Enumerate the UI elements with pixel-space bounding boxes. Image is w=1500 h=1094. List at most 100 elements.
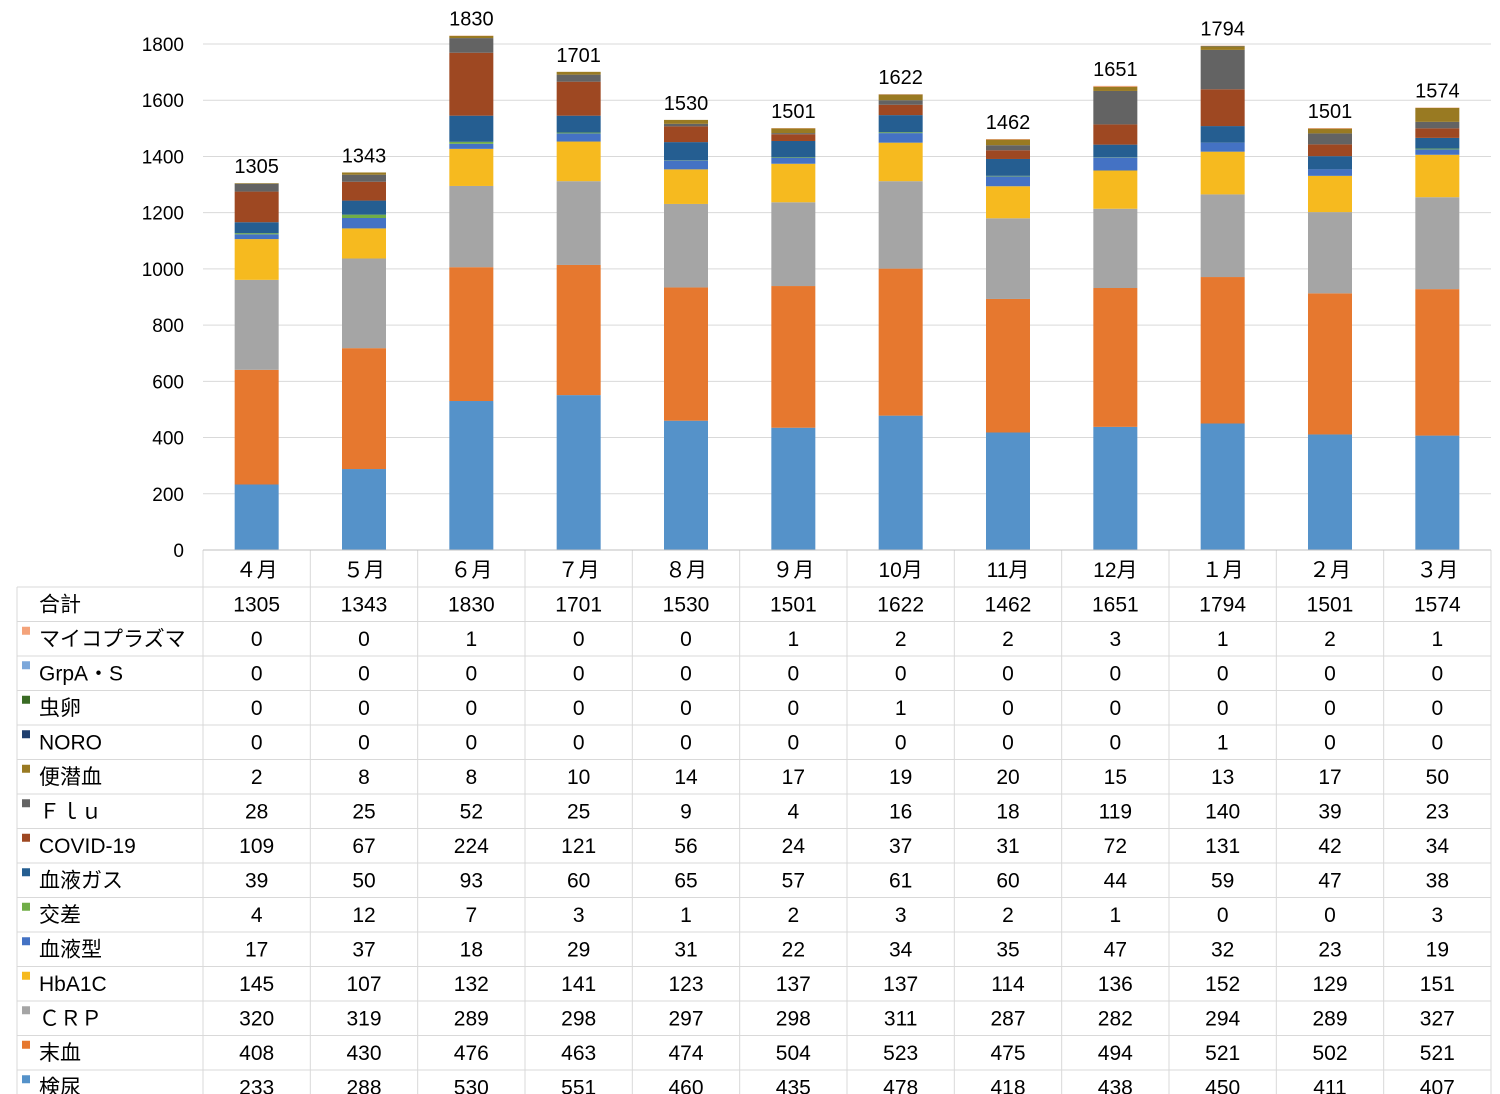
table-cell: 224	[454, 835, 489, 858]
bar-segment	[771, 163, 816, 203]
table-cell: 50	[352, 869, 375, 892]
bar-segment	[449, 35, 494, 39]
bar-segment	[986, 218, 1030, 299]
bar-segment	[234, 222, 279, 234]
table-row-label: 検尿	[39, 1076, 81, 1094]
table-cell: 121	[561, 835, 596, 858]
table-cell: 14	[674, 766, 698, 789]
bar-segment	[1093, 85, 1138, 87]
table-cell: 0	[787, 697, 799, 720]
legend-key	[22, 937, 30, 946]
table-row-label: 合計	[39, 593, 81, 616]
bar-segment	[556, 264, 601, 396]
x-category-label: ８月	[665, 559, 707, 582]
bar-segment	[342, 228, 386, 259]
bar-segment	[449, 115, 494, 142]
bar-segment	[449, 52, 494, 116]
table-cell: 0	[573, 662, 585, 685]
table-cell: 31	[674, 938, 697, 961]
table-cell: 504	[776, 1042, 811, 1065]
bar-segment	[771, 202, 816, 287]
x-category-label: 10月	[878, 559, 922, 582]
table-cell: 0	[358, 697, 370, 720]
bar-segment	[1308, 175, 1352, 213]
bar-segment	[449, 38, 494, 53]
table-cell: 478	[883, 1076, 918, 1094]
bar-segment	[986, 145, 1030, 151]
bar-segment	[234, 234, 279, 240]
bar-segment	[1200, 151, 1245, 195]
bar-segment	[342, 258, 386, 349]
bar-segment	[556, 74, 601, 82]
table-cell: 9	[680, 800, 692, 823]
bar-segment	[342, 200, 386, 215]
bar-segment	[1200, 89, 1245, 127]
table-cell: 1574	[1414, 593, 1461, 616]
bar-segment	[234, 239, 279, 280]
bar-segment	[234, 369, 279, 485]
table-cell: 24	[782, 835, 806, 858]
table-cell: 35	[996, 938, 1019, 961]
table-cell: 523	[883, 1042, 918, 1065]
bar-segment	[1200, 423, 1245, 550]
table-row-label: HbA1C	[39, 973, 107, 996]
bar-segment	[878, 415, 923, 550]
bar-segment	[556, 81, 601, 116]
table-cell: 60	[567, 869, 590, 892]
bar-segment	[878, 142, 923, 182]
x-category-label: ６月	[450, 559, 492, 582]
table-cell: 411	[1313, 1076, 1346, 1094]
bar-segment	[771, 286, 816, 428]
table-cell: 0	[573, 697, 585, 720]
legend-key	[22, 695, 30, 704]
bar-segment	[878, 181, 923, 269]
table-cell: 0	[680, 697, 692, 720]
table-cell: 1	[1109, 904, 1121, 927]
table-cell: 521	[1205, 1042, 1240, 1065]
table-cell: 1	[1217, 731, 1229, 754]
bar-segment	[234, 484, 279, 550]
table-cell: 0	[573, 628, 585, 651]
y-tick-label: 1000	[142, 260, 184, 281]
table-cell: 59	[1211, 869, 1234, 892]
table-cell: 1530	[663, 593, 710, 616]
table-cell: 4	[251, 904, 263, 927]
table-cell: 475	[990, 1042, 1025, 1065]
bar-segment	[771, 134, 816, 141]
table-cell: 0	[1431, 662, 1443, 685]
table-cell: 34	[889, 938, 913, 961]
bar-segment	[986, 158, 1030, 176]
table-row-label: 血液ガス	[39, 869, 123, 892]
bar-segment	[664, 160, 708, 170]
table-cell: 3	[573, 904, 585, 927]
bar-segment	[1415, 128, 1460, 138]
bar-segment	[986, 139, 1030, 146]
table-cell: 435	[776, 1076, 811, 1094]
table-cell: 107	[346, 973, 381, 996]
table-cell: 1501	[1307, 593, 1354, 616]
bar-segment	[1415, 137, 1460, 149]
table-cell: 72	[1104, 835, 1127, 858]
table-cell: 288	[346, 1076, 381, 1094]
table-cell: 67	[352, 835, 375, 858]
bar-segment	[1093, 208, 1138, 289]
bar-segment	[986, 139, 1030, 140]
legend-key	[22, 971, 30, 980]
table-cell: 2	[1002, 904, 1014, 927]
bar-segment	[234, 191, 279, 223]
total-data-label: 1651	[1093, 59, 1138, 81]
y-tick-label: 200	[152, 485, 184, 506]
table-cell: 0	[680, 628, 692, 651]
table-cell: 311	[884, 1007, 917, 1030]
table-cell: 18	[996, 800, 1019, 823]
table-cell: 0	[251, 662, 263, 685]
table-cell: 151	[1420, 973, 1455, 996]
table-cell: 418	[990, 1076, 1025, 1094]
bar-segment	[1415, 107, 1460, 122]
total-data-label: 1701	[556, 45, 601, 67]
bar-segment	[1308, 434, 1352, 550]
y-tick-label: 800	[152, 316, 184, 337]
table-cell: 39	[245, 869, 268, 892]
